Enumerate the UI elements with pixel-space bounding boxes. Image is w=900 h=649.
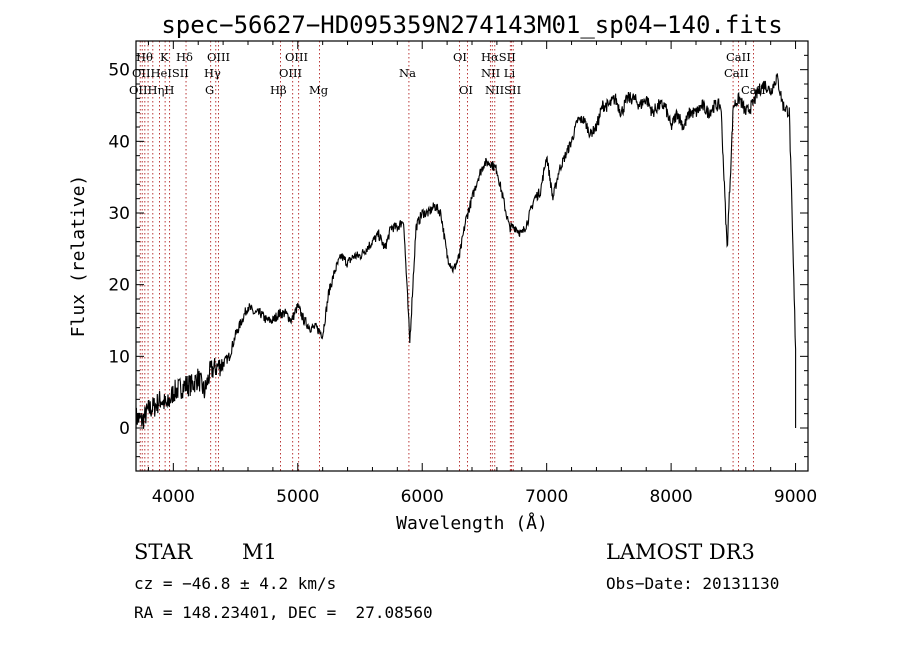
spectral-line-label: OIII	[207, 50, 230, 64]
spectral-line-label: HαSII	[481, 50, 516, 64]
plot-frame	[135, 40, 809, 472]
spectral-line-label: OIIHηH	[129, 83, 174, 97]
spectral-line-label: OI	[453, 50, 467, 64]
x-tick-label: 5000	[276, 487, 319, 507]
spectral-line-label: OI	[459, 83, 473, 97]
spectral-line-label: CaII	[726, 50, 751, 64]
y-tick-label: 10	[108, 347, 130, 367]
spectral-line-label: OIII	[285, 50, 308, 64]
spectral-line-label: NIISII	[485, 83, 521, 97]
chart-title: spec−56627−HD095359N274143M01_sp04−140.f…	[161, 11, 782, 39]
y-tick-label: 0	[119, 419, 130, 439]
y-tick-label: 40	[108, 132, 130, 152]
x-axis-label: Wavelength (Å)	[396, 512, 548, 534]
spectral-line-label: Hβ	[270, 83, 287, 97]
y-tick-label: 20	[108, 276, 130, 296]
spectral-line-labels: Hθ K Hδ OIII OIII OI HαSII CaII OIIHeISII Hγ OIII N…	[129, 50, 766, 97]
x-tick-label: 4000	[152, 487, 195, 507]
spectral-line-label: G	[205, 83, 214, 97]
spectral-line-label: Hγ	[204, 66, 221, 80]
x-tick-label: 7000	[525, 487, 568, 507]
spectral-line-label: Mg	[309, 83, 329, 97]
y-tick-label: 30	[108, 204, 130, 224]
spectral-line-label: Hθ	[136, 50, 153, 64]
spectral-line-label: OIII	[279, 66, 302, 80]
velocity-readout: cz = −46.8 ± 4.2 km/s	[134, 574, 337, 593]
spectral-line-label: Na	[399, 66, 416, 80]
x-tick-label: 9000	[774, 487, 817, 507]
observation-date: Obs−Date: 20131130	[606, 574, 780, 593]
x-axis-ticks: 4000 5000 6000 7000 8000 9000	[147, 41, 817, 507]
spectrum-curve	[135, 73, 797, 429]
x-tick-label: 6000	[401, 487, 444, 507]
coordinates-readout: RA = 148.23401, DEC = 27.08560	[134, 603, 433, 622]
spectral-line-label: CaII	[724, 66, 749, 80]
y-axis-label: Flux (relative)	[68, 175, 89, 338]
spectral-line-label: K	[160, 50, 169, 64]
spectral-line-label: Hδ	[176, 50, 193, 64]
survey-name: LAMOST DR3	[606, 540, 755, 564]
y-axis-ticks: 0 10 20 30 40 50	[108, 54, 808, 458]
object-subclass: M1	[242, 540, 277, 564]
object-type: STAR	[134, 540, 193, 564]
y-tick-label: 50	[108, 61, 130, 81]
spectral-line-label: OIIHeISII	[132, 66, 189, 80]
x-tick-label: 8000	[649, 487, 692, 507]
spectral-line-label: NII Li	[481, 66, 515, 80]
